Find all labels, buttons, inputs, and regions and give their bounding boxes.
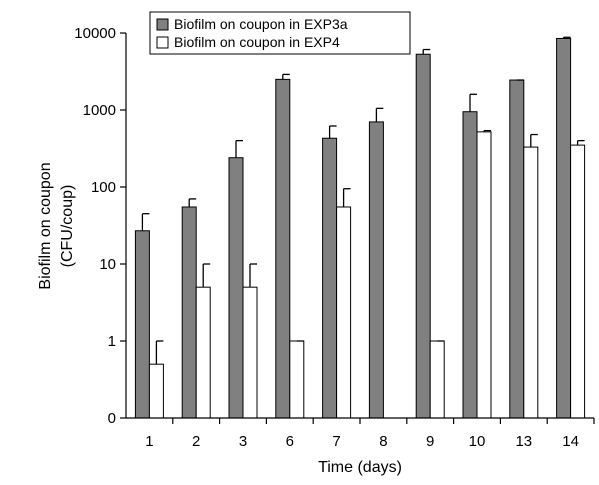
x-axis-title: Time (days) [318,459,402,476]
bar-exp3a [275,78,291,419]
y-axis-ticks: 0 1 10 100 1000 10000 [74,25,126,427]
bars [134,36,586,419]
legend: Biofilm on coupon in EXP3a Biofilm on co… [149,11,411,55]
y-tick-label: 100 [91,179,116,196]
bar-exp4 [336,206,352,419]
bar-exp3a [322,137,338,419]
x-tick-label: 3 [239,433,247,450]
bar-exp3a [509,79,525,419]
bar-exp3a [368,121,384,419]
y-tick-label: 1000 [83,102,116,119]
bar-exp4 [570,144,586,419]
bar-exp4 [523,146,539,419]
x-tick-label: 6 [286,433,294,450]
x-tick-label: 8 [379,433,387,450]
bar-exp4 [429,340,445,419]
bar-exp4 [476,131,492,419]
x-tick-label: 9 [426,433,434,450]
bar-exp3a [556,37,572,419]
x-tick-label: 7 [332,433,340,450]
x-tick-label: 13 [515,433,532,450]
bar-exp4 [148,363,164,419]
bar-exp3a [181,206,197,419]
bar-exp4 [242,286,258,419]
y-tick-label: 10000 [74,25,116,42]
legend-swatch-exp3a [156,18,169,31]
bar-exp3a [462,111,478,419]
legend-swatch-exp4 [156,36,169,49]
y-tick-label: 10 [99,256,116,273]
y-tick-label: 1 [108,333,116,350]
legend-box [149,11,411,55]
y-axis-title-line-1: Biofilm on coupon [37,162,54,289]
bar-exp3a [415,53,431,419]
bar-exp4 [289,340,305,419]
x-tick-label: 2 [192,433,200,450]
y-axis-title-line-2: (CFU/coup) [59,185,76,268]
legend-label-exp4: Biofilm on coupon in EXP4 [174,34,340,50]
legend-label-exp3a: Biofilm on coupon in EXP3a [174,16,348,32]
bar-exp4 [195,286,211,419]
x-tick-label: 10 [469,433,486,450]
y-tick-label: 0 [108,410,116,427]
x-tick-label: 14 [562,433,579,450]
x-axis-ticks: 1 2 3 6 7 8 9 10 13 14 [145,418,595,450]
x-tick-label: 1 [145,433,153,450]
bar-exp3a [134,230,150,419]
bar-exp3a [228,157,244,419]
y-axis-title: Biofilm on coupon (CFU/coup) [37,162,76,289]
